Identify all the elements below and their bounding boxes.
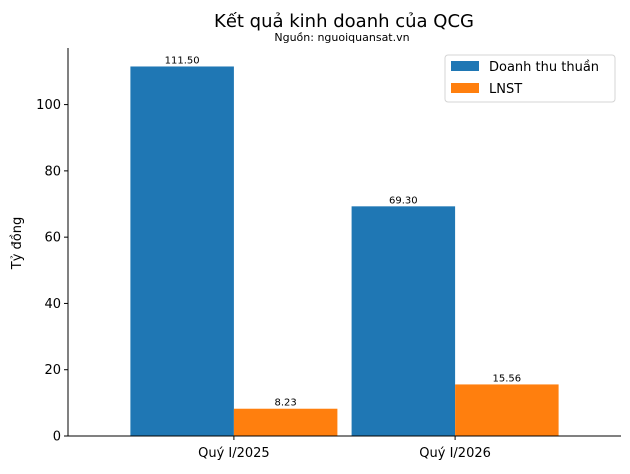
y-axis-label: Tỷ đồng [10,217,25,270]
data-label: 8.23 [275,398,297,409]
bar-revenue-2 [351,206,456,436]
legend: Doanh thu thuần LNST [444,54,616,103]
data-label: 15.56 [493,373,522,384]
y-tick-label: 0 [53,430,61,445]
bar-revenue-1 [130,66,234,436]
legend-label: Doanh thu thuần [489,60,599,75]
y-tick-label: 60 [44,231,61,246]
y-tick-label: 40 [44,297,61,312]
legend-swatch [451,83,479,93]
data-label: 111.50 [165,55,200,66]
legend-frame [444,54,616,103]
data-label: 69.30 [389,195,418,206]
legend-label: LNST [489,82,522,97]
x-tick-label: Quý I/2026 [419,446,491,461]
y-tick-label: 80 [44,164,61,179]
legend-swatch [451,61,479,71]
chart-subtitle: Nguồn: nguoiquansat.vn [274,31,409,44]
chart-title: Kết quả kinh doanh của QCG [214,11,474,32]
x-tick-label: Quý I/2025 [198,446,270,461]
bar-profit-1 [233,408,338,436]
y-tick-label: 20 [44,363,61,378]
bar-profit-2 [455,384,559,436]
y-tick-label: 100 [36,98,61,113]
